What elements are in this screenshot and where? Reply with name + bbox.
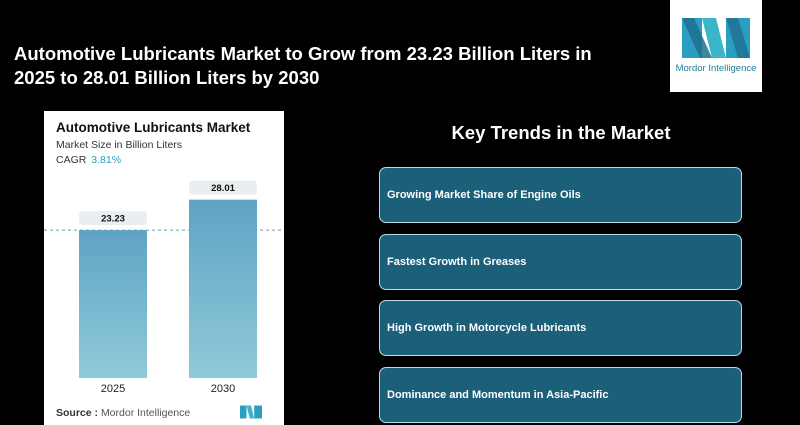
logo-text: Mordor Intelligence [675,63,757,74]
mordor-logo: Mordor Intelligence [670,0,762,92]
source-text: Mordor Intelligence [100,407,191,419]
cagr-label: CAGR [56,154,87,166]
value-label-bg [189,180,257,195]
chart-subtitle: Market Size in Billion Liters [56,139,183,151]
category-label: 2030 [211,383,235,395]
bar-2030 [189,199,257,378]
cagr-value: 3.81% [91,154,122,166]
value-label-bg [79,211,147,226]
category-label: 2025 [101,383,125,395]
value-label: 23.23 [101,214,125,225]
trend-item: High Growth in Motorcycle Lubricants [379,300,742,356]
value-label: 28.01 [211,183,235,194]
mini-logo-icon [240,405,262,419]
trend-item: Fastest Growth in Greases [379,234,742,290]
trend-item: Growing Market Share of Engine Oils [379,167,742,223]
chart-card: Automotive Lubricants Market Market Size… [44,111,284,425]
page-headline: Automotive Lubricants Market to Grow fro… [14,43,592,88]
trends-title: Key Trends in the Market [451,122,671,143]
bar-chart: 23.23 2025 28.01 2030 [44,180,284,395]
cagr: CAGR 3.81% [56,154,121,166]
source: Source : Mordor Intelligence [56,407,190,419]
mordor-intelligence-logo-icon [682,18,750,58]
bar-2025 [79,230,147,378]
trend-item: Dominance and Momentum in Asia-Pacific [379,367,742,423]
source-label: Source : [56,407,99,419]
chart-title: Automotive Lubricants Market [56,120,251,135]
